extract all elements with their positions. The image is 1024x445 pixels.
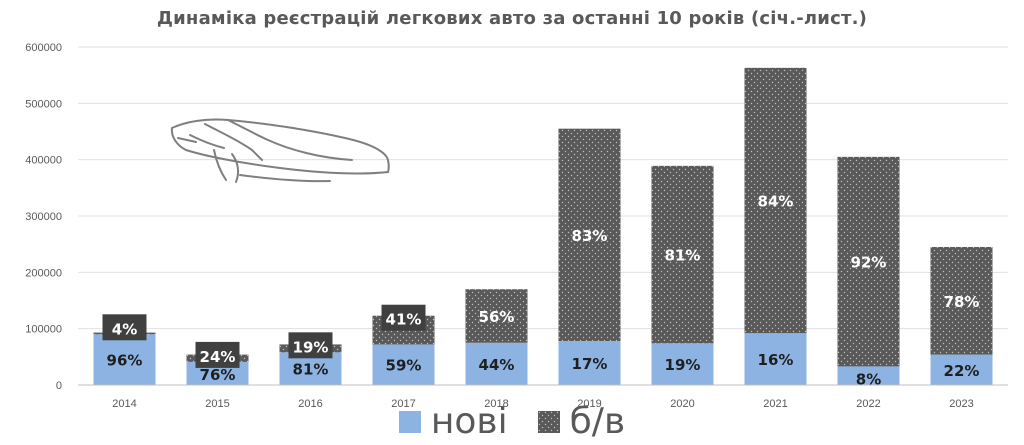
data-label-box-used-2017 (381, 304, 426, 331)
bar-used-2018 (465, 289, 528, 343)
data-label-new-2022: 8% (856, 370, 881, 388)
data-label-new-2017: 59% (386, 357, 422, 375)
bar-new-2020 (651, 343, 714, 385)
legend-swatch-new (398, 411, 421, 433)
bar-new-2019 (558, 341, 621, 385)
y-tick-label: 0 (56, 380, 62, 392)
data-label-used-2021: 84% (758, 193, 794, 211)
y-tick-label: 200000 (25, 267, 62, 279)
data-label-new-2018: 44% (479, 356, 515, 374)
data-label-used-2022: 92% (851, 254, 887, 272)
data-label-new-2019: 17% (572, 355, 608, 373)
data-label-new-2016: 81% (293, 361, 329, 379)
data-label-new-2014: 96% (107, 352, 143, 370)
data-label-used-2020: 81% (665, 247, 701, 265)
bars: 96% 4% 76%24% 81% 19% 59% 41% 44% 56% 17% 83% 19% 81… (93, 67, 993, 388)
data-label-new-2023: 22% (944, 362, 980, 380)
data-label-used-2014: 4% (112, 320, 137, 338)
bar-used-2020 (651, 165, 714, 344)
data-label-box-used-2016 (288, 332, 333, 359)
data-label-new-2015: 76% (200, 366, 236, 384)
y-tick-label: 300000 (25, 211, 62, 223)
bar-new-2022 (837, 366, 900, 385)
data-label-used-2016: 19% (293, 338, 329, 356)
legend-label-new: нові (430, 401, 508, 442)
legend-label-used: б/в (569, 401, 626, 442)
bar-new-2014 (93, 334, 156, 385)
y-tick-label: 600000 (25, 42, 62, 54)
data-label-used-2018: 56% (479, 308, 515, 326)
car-silhouette-icon (170, 118, 390, 183)
bar-used-2019 (558, 128, 621, 342)
x-tick-label: 2016 (298, 398, 322, 410)
data-label-used-2017: 41% (386, 311, 422, 329)
data-label-new-2021: 16% (758, 351, 794, 369)
x-tick-label: 2014 (112, 398, 136, 410)
x-tick-label: 2020 (670, 398, 694, 410)
x-tick-label: 2021 (763, 398, 787, 410)
x-tick-label: 2018 (484, 398, 508, 410)
bar-used-2021 (744, 67, 807, 334)
bar-new-2018 (465, 342, 528, 385)
data-label-used-2023: 78% (944, 293, 980, 311)
y-axis-ticks: 0 100000 200000 300000 400000 500000 600000 (25, 42, 62, 392)
chart-title: Динаміка реєстрацій легкових авто за ост… (156, 8, 868, 29)
bar-new-2021 (744, 333, 807, 385)
bar-new-2017 (372, 344, 435, 385)
data-label-box-used-2015 (195, 341, 240, 368)
x-tick-label: 2017 (391, 398, 415, 410)
legend-item-used: б/в (537, 401, 626, 442)
x-tick-label: 2015 (205, 398, 229, 410)
x-tick-label: 2019 (577, 398, 601, 410)
data-label-box-used-2014 (102, 314, 147, 341)
y-tick-label: 100000 (25, 324, 62, 336)
bar-used-2022 (837, 156, 900, 367)
x-tick-label: 2022 (856, 398, 880, 410)
data-label-new-2020: 19% (665, 356, 701, 374)
y-tick-label: 400000 (25, 155, 62, 167)
data-label-used-2019: 83% (572, 227, 608, 245)
legend: нові б/в (0, 402, 1024, 442)
x-axis-ticks: 2014 2015 2016 2017 2018 2019 2020 2021 2022 2023 (112, 398, 973, 410)
legend-item-new: нові (398, 401, 508, 442)
x-tick-label: 2023 (949, 398, 973, 410)
data-label-used-2015: 24% (200, 348, 236, 366)
bar-new-2023 (930, 354, 993, 385)
bar-used-2023 (930, 246, 993, 355)
y-tick-label: 500000 (25, 98, 62, 110)
legend-swatch-used (537, 411, 560, 433)
